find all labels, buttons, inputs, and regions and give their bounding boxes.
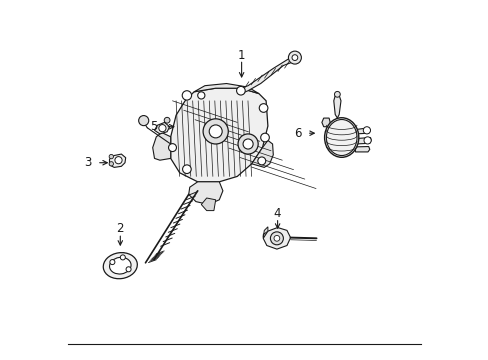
Polygon shape xyxy=(170,88,267,182)
Circle shape xyxy=(182,91,191,100)
Polygon shape xyxy=(188,182,223,204)
Circle shape xyxy=(126,267,131,272)
Ellipse shape xyxy=(109,257,131,274)
Polygon shape xyxy=(152,132,170,160)
Polygon shape xyxy=(118,253,125,260)
Circle shape xyxy=(168,144,176,152)
Polygon shape xyxy=(355,147,369,152)
Circle shape xyxy=(209,125,222,138)
Text: 5: 5 xyxy=(150,120,157,133)
Ellipse shape xyxy=(324,118,358,157)
Circle shape xyxy=(182,165,191,174)
Polygon shape xyxy=(241,56,298,94)
Circle shape xyxy=(110,260,115,265)
Text: 4: 4 xyxy=(273,207,281,220)
Circle shape xyxy=(363,137,370,144)
Circle shape xyxy=(159,125,166,132)
Circle shape xyxy=(257,157,265,165)
Circle shape xyxy=(109,162,113,166)
Circle shape xyxy=(109,154,113,159)
Polygon shape xyxy=(321,118,329,127)
Ellipse shape xyxy=(325,120,356,156)
Text: 3: 3 xyxy=(84,156,91,169)
Circle shape xyxy=(273,235,279,241)
Circle shape xyxy=(115,157,122,164)
Polygon shape xyxy=(355,128,370,134)
Circle shape xyxy=(236,86,244,95)
Text: 1: 1 xyxy=(237,49,245,62)
Polygon shape xyxy=(263,227,267,238)
Circle shape xyxy=(164,117,170,123)
Polygon shape xyxy=(263,228,290,249)
Text: 2: 2 xyxy=(116,222,124,235)
Circle shape xyxy=(197,92,204,99)
Circle shape xyxy=(203,119,228,144)
Circle shape xyxy=(291,55,297,60)
Circle shape xyxy=(243,139,253,149)
Circle shape xyxy=(259,104,267,112)
Polygon shape xyxy=(201,198,215,211)
Circle shape xyxy=(120,255,125,260)
Polygon shape xyxy=(333,94,340,118)
Circle shape xyxy=(270,232,283,245)
Polygon shape xyxy=(154,122,169,134)
Ellipse shape xyxy=(103,253,137,279)
Polygon shape xyxy=(355,138,370,144)
Circle shape xyxy=(260,133,269,142)
Circle shape xyxy=(363,127,370,134)
Circle shape xyxy=(238,134,258,154)
Circle shape xyxy=(334,91,340,97)
Polygon shape xyxy=(194,84,258,94)
Circle shape xyxy=(288,51,301,64)
Text: 6: 6 xyxy=(293,127,301,140)
Polygon shape xyxy=(251,140,273,167)
Polygon shape xyxy=(109,154,125,167)
Circle shape xyxy=(139,116,148,126)
